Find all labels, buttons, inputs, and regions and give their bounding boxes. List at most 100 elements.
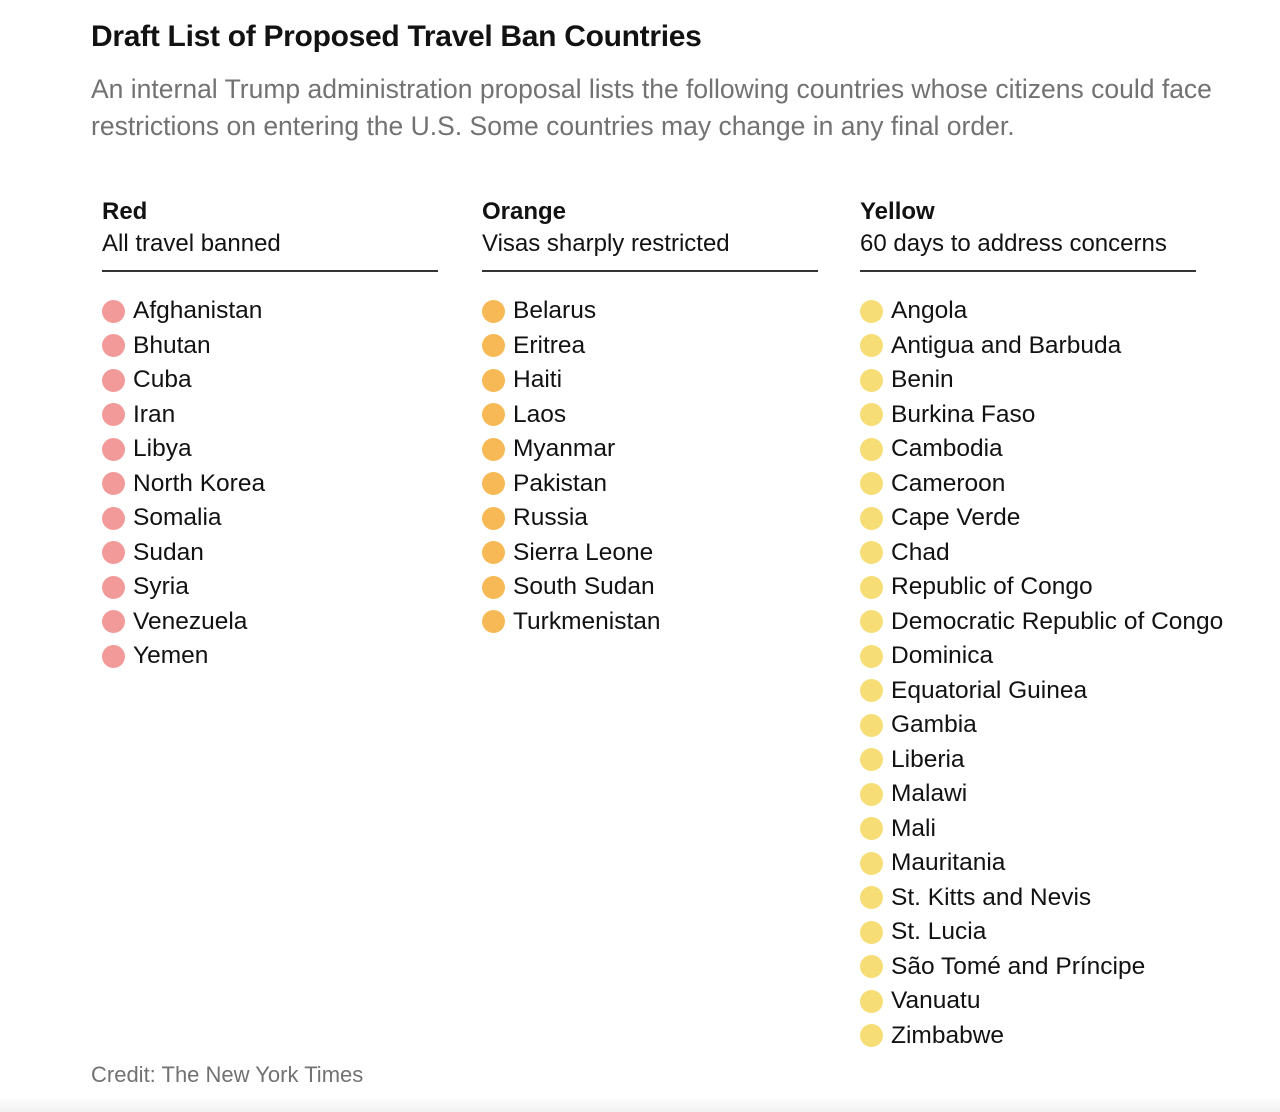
- color-dot-icon: [482, 610, 505, 634]
- column-yellow: Yellow 60 days to address concerns Angol…: [860, 196, 1260, 1053]
- list-item: Mali: [860, 812, 1260, 847]
- color-dot-icon: [860, 679, 883, 703]
- list-item: Yemen: [102, 639, 438, 674]
- color-dot-icon: [102, 644, 125, 668]
- color-dot-icon: [482, 506, 505, 530]
- country-name: Dominica: [891, 642, 994, 670]
- color-dot-icon: [860, 368, 883, 392]
- color-dot-icon: [860, 817, 883, 841]
- column-description-yellow: 60 days to address concerns: [860, 230, 1167, 257]
- list-item: Republic of Congo: [860, 570, 1260, 605]
- list-item: Haiti: [482, 363, 817, 398]
- color-dot-icon: [482, 575, 505, 599]
- list-item: Belarus: [482, 294, 817, 329]
- list-item: Cameroon: [860, 467, 1260, 502]
- list-item: Myanmar: [482, 432, 817, 467]
- list-item: São Tomé and Príncipe: [860, 950, 1260, 985]
- list-item: Iran: [102, 398, 438, 433]
- column-orange: Orange Visas sharply restricted Belarus E…: [482, 196, 818, 639]
- list-item: Cambodia: [860, 432, 1260, 467]
- color-dot-icon: [102, 472, 125, 496]
- list-item: Dominica: [860, 639, 1260, 674]
- list-item: St. Lucia: [860, 915, 1260, 950]
- color-dot-icon: [860, 610, 883, 634]
- list-item: Libya: [102, 432, 438, 467]
- list-item: Zimbabwe: [860, 1019, 1260, 1054]
- color-dot-icon: [860, 334, 883, 358]
- list-item: South Sudan: [482, 570, 817, 605]
- color-dot-icon: [482, 368, 505, 392]
- color-dot-icon: [860, 472, 883, 496]
- list-item: Somalia: [102, 501, 438, 536]
- country-name: Russia: [513, 504, 588, 532]
- color-dot-icon: [102, 403, 125, 427]
- list-item: Venezuela: [102, 605, 438, 640]
- country-name: Antigua and Barbuda: [891, 331, 1122, 359]
- color-dot-icon: [482, 472, 505, 496]
- list-item: Pakistan: [482, 467, 817, 502]
- country-name: Republic of Congo: [891, 573, 1093, 601]
- color-dot-icon: [102, 575, 125, 599]
- country-name: Turkmenistan: [513, 607, 661, 635]
- column-description-orange: Visas sharply restricted: [482, 230, 730, 257]
- color-dot-icon: [860, 782, 883, 806]
- color-dot-icon: [860, 575, 883, 599]
- column-name-yellow: Yellow: [860, 198, 935, 225]
- country-name: Equatorial Guinea: [891, 676, 1088, 704]
- country-name: Bhutan: [133, 331, 211, 359]
- list-item: Burkina Faso: [860, 398, 1260, 433]
- country-name: Cambodia: [891, 435, 1003, 463]
- country-name: Mauritania: [891, 849, 1006, 877]
- list-item: Afghanistan: [102, 294, 438, 329]
- country-name: Somalia: [133, 504, 222, 532]
- credit-line: Credit: The New York Times: [91, 1062, 364, 1087]
- country-name: Zimbabwe: [891, 1021, 1005, 1049]
- color-dot-icon: [860, 748, 883, 772]
- list-item: Turkmenistan: [482, 605, 817, 640]
- country-name: Libya: [133, 435, 192, 463]
- country-name: Benin: [891, 366, 954, 394]
- country-name: South Sudan: [513, 573, 655, 601]
- list-item: Democratic Republic of Congo: [860, 605, 1260, 640]
- color-dot-icon: [102, 334, 125, 358]
- list-item: Benin: [860, 363, 1260, 398]
- color-dot-icon: [482, 437, 505, 461]
- country-name: Cuba: [133, 366, 192, 394]
- list-item: Russia: [482, 501, 817, 536]
- color-dot-icon: [102, 368, 125, 392]
- country-name: Laos: [513, 400, 567, 428]
- color-dot-icon: [482, 541, 505, 565]
- list-item: Syria: [102, 570, 438, 605]
- column-header-yellow: Yellow 60 days to address concerns: [860, 196, 1196, 272]
- list-item: Gambia: [860, 708, 1260, 743]
- country-name: Syria: [133, 573, 189, 601]
- list-item: Eritrea: [482, 329, 817, 364]
- color-dot-icon: [860, 506, 883, 530]
- list-item: North Korea: [102, 467, 438, 502]
- country-name: Yemen: [133, 642, 209, 670]
- list-item: Sierra Leone: [482, 536, 817, 571]
- color-dot-icon: [860, 644, 883, 668]
- color-dot-icon: [860, 403, 883, 427]
- column-name-orange: Orange: [482, 198, 567, 225]
- country-name: Liberia: [891, 745, 965, 773]
- column-description-red: All travel banned: [102, 230, 281, 257]
- country-name: Vanuatu: [891, 987, 981, 1015]
- country-list-orange: Belarus Eritrea Haiti Laos Myanmar Pakistan Ru…: [482, 294, 817, 639]
- country-name: Venezuela: [133, 607, 248, 635]
- color-dot-icon: [482, 403, 505, 427]
- list-item: Sudan: [102, 536, 438, 571]
- country-name: Sudan: [133, 538, 204, 566]
- list-item: Cape Verde: [860, 501, 1260, 536]
- country-name: St. Kitts and Nevis: [891, 883, 1092, 911]
- list-item: Mauritania: [860, 846, 1260, 881]
- list-item: St. Kitts and Nevis: [860, 881, 1260, 916]
- color-dot-icon: [482, 299, 505, 323]
- color-dot-icon: [482, 334, 505, 358]
- country-name: Cape Verde: [891, 504, 1021, 532]
- list-item: Vanuatu: [860, 984, 1260, 1019]
- bottom-divider: [0, 1098, 1280, 1112]
- list-item: Angola: [860, 294, 1260, 329]
- country-list-red: Afghanistan Bhutan Cuba Iran Libya North Kore…: [102, 294, 438, 674]
- color-dot-icon: [860, 886, 883, 910]
